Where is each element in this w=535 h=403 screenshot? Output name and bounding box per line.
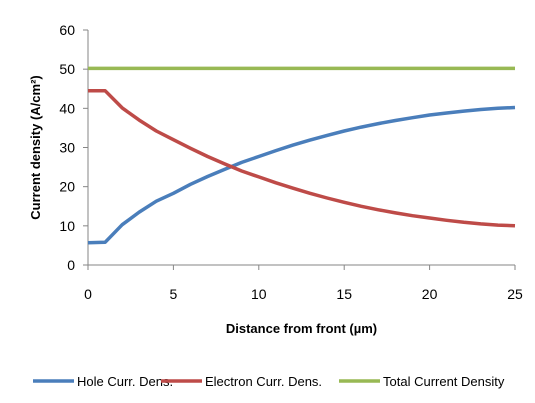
x-axis-title: Distance from front (µm) <box>226 321 377 336</box>
series-line-1 <box>87 105 516 245</box>
series-line-2 <box>88 88 516 228</box>
x-tick-label: 5 <box>170 286 178 302</box>
y-tick-label: 40 <box>59 100 75 116</box>
x-tick-label: 20 <box>422 286 438 302</box>
tick-labels: 0 10 20 30 40 50 60 0 5 10 15 20 25 <box>59 22 523 302</box>
x-tick-label: 25 <box>507 286 523 302</box>
axes <box>83 29 516 270</box>
y-tick-label: 50 <box>59 61 75 77</box>
y-tick-label: 60 <box>59 22 75 38</box>
legend-label-1: Hole Curr. Dens. <box>77 374 173 389</box>
y-axis-title: Current density (A/cm²) <box>28 75 43 219</box>
x-tick-label: 15 <box>336 286 352 302</box>
x-tick-label: 0 <box>84 286 92 302</box>
y-tick-label: 0 <box>67 257 75 273</box>
legend-label-2: Electron Curr. Dens. <box>205 374 322 389</box>
y-tick-label: 20 <box>59 179 75 195</box>
legend-label-3: Total Current Density <box>383 374 505 389</box>
x-tick-label: 10 <box>251 286 267 302</box>
legend: Hole Curr. Dens. Electron Curr. Dens. Tota… <box>33 374 505 389</box>
y-tick-label: 10 <box>59 218 75 234</box>
y-tick-label: 30 <box>59 140 75 156</box>
series-lines <box>87 66 516 245</box>
